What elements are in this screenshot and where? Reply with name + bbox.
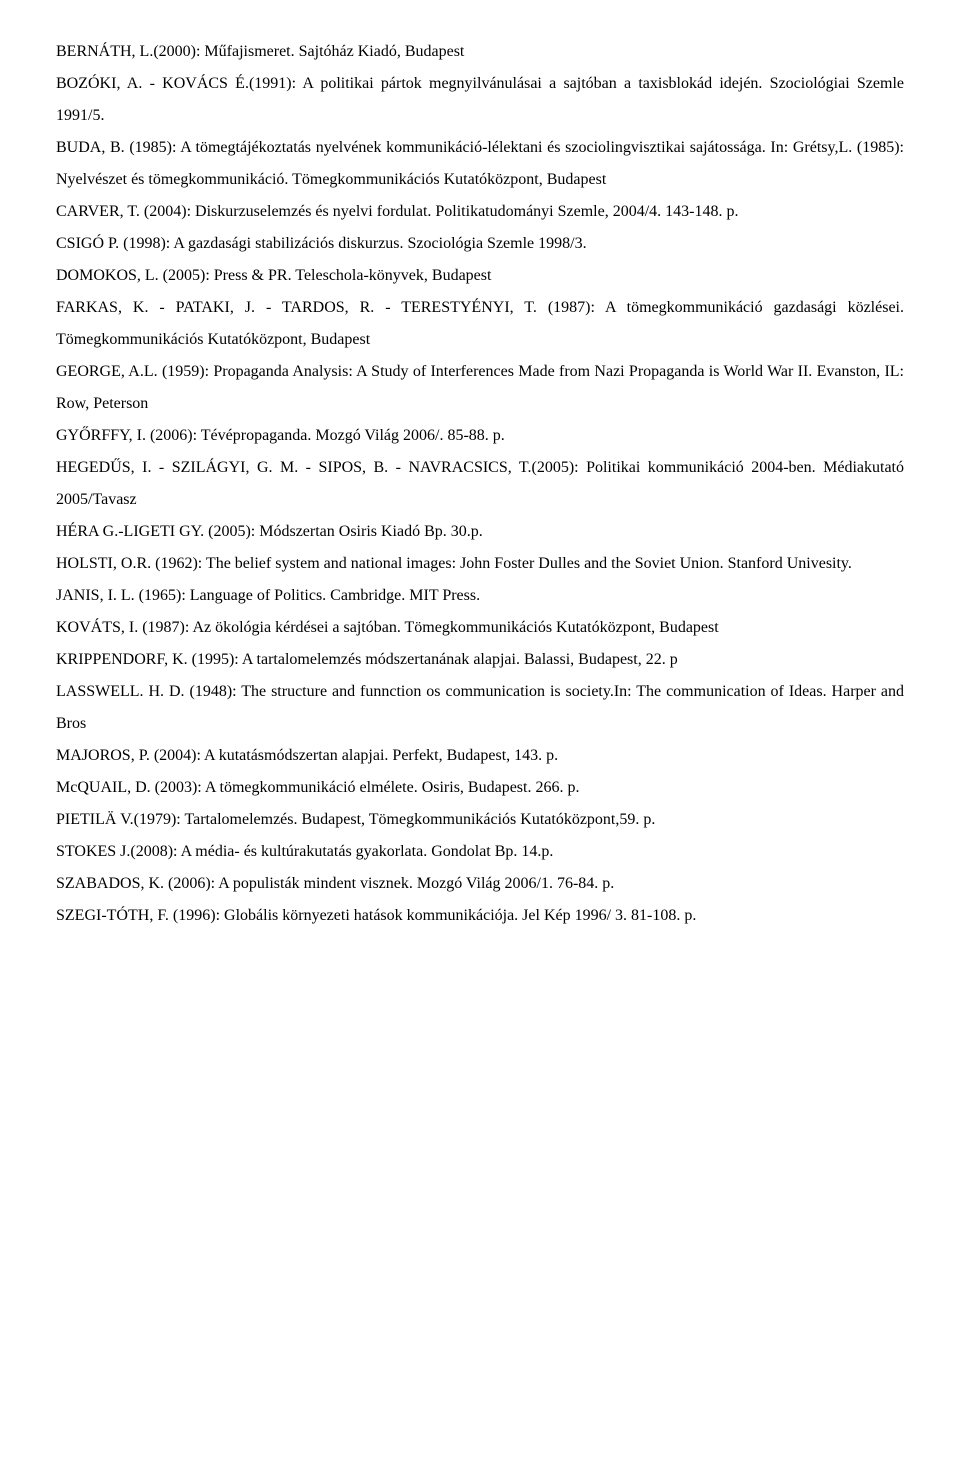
- reference-entry: KRIPPENDORF, K. (1995): A tartalomelemzé…: [56, 644, 904, 676]
- reference-entry: DOMOKOS, L. (2005): Press & PR. Telescho…: [56, 260, 904, 292]
- reference-entry: FARKAS, K. - PATAKI, J. - TARDOS, R. - T…: [56, 292, 904, 356]
- bibliography: BERNÁTH, L.(2000): Műfajismeret. Sajtóhá…: [56, 36, 904, 932]
- reference-entry: PIETILÄ V.(1979): Tartalomelemzés. Budap…: [56, 804, 904, 836]
- reference-entry: STOKES J.(2008): A média- és kultúrakuta…: [56, 836, 904, 868]
- reference-entry: SZABADOS, K. (2006): A populisták minden…: [56, 868, 904, 900]
- reference-entry: BOZÓKI, A. - KOVÁCS É.(1991): A politika…: [56, 68, 904, 132]
- reference-entry: CSIGÓ P. (1998): A gazdasági stabilizáci…: [56, 228, 904, 260]
- reference-entry: SZEGI-TÓTH, F. (1996): Globális környeze…: [56, 900, 904, 932]
- reference-entry: GEORGE, A.L. (1959): Propaganda Analysis…: [56, 356, 904, 420]
- reference-entry: JANIS, I. L. (1965): Language of Politic…: [56, 580, 904, 612]
- reference-entry: CARVER, T. (2004): Diskurzuselemzés és n…: [56, 196, 904, 228]
- reference-entry: KOVÁTS, I. (1987): Az ökológia kérdései …: [56, 612, 904, 644]
- reference-entry: HOLSTI, O.R. (1962): The belief system a…: [56, 548, 904, 580]
- reference-entry: GYŐRFFY, I. (2006): Tévépropaganda. Mozg…: [56, 420, 904, 452]
- reference-entry: LASSWELL. H. D. (1948): The structure an…: [56, 676, 904, 740]
- reference-entry: MAJOROS, P. (2004): A kutatásmódszertan …: [56, 740, 904, 772]
- reference-entry: BUDA, B. (1985): A tömegtájékoztatás nye…: [56, 132, 904, 196]
- reference-entry: HÉRA G.-LIGETI GY. (2005): Módszertan Os…: [56, 516, 904, 548]
- reference-entry: BERNÁTH, L.(2000): Műfajismeret. Sajtóhá…: [56, 36, 904, 68]
- reference-entry: HEGEDŰS, I. - SZILÁGYI, G. M. - SIPOS, B…: [56, 452, 904, 516]
- reference-entry: McQUAIL, D. (2003): A tömegkommunikáció …: [56, 772, 904, 804]
